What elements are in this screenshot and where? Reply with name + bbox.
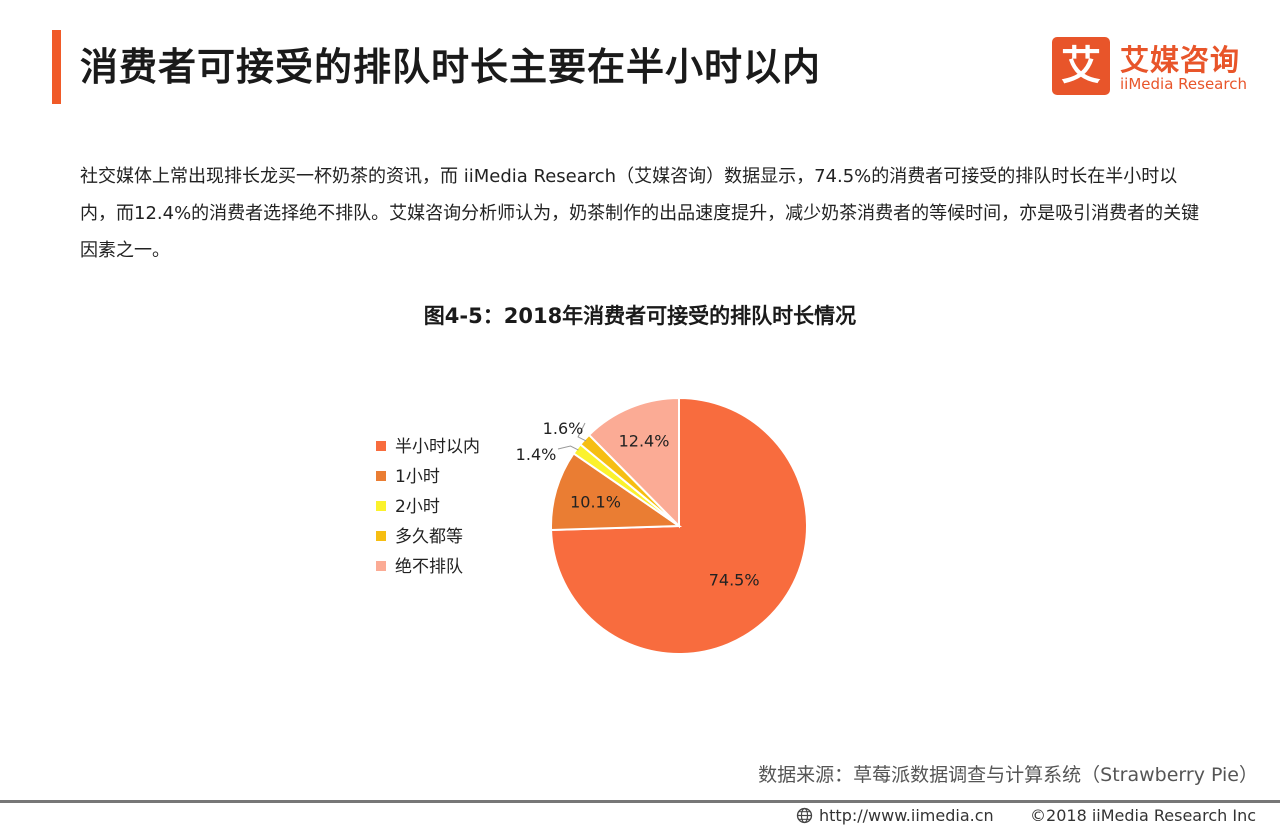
globe-icon [796,807,813,824]
footer-copyright: ©2018 iiMedia Research Inc [1030,806,1256,825]
footer-url[interactable]: http://www.iimedia.cn [796,806,994,825]
legend-swatch [376,501,386,511]
logo-en-text: iiMedia Research [1120,75,1247,93]
slice-label-5: 12.4% [619,432,670,451]
footer-divider [0,800,1280,803]
legend-item-4: 多久都等 [376,522,480,552]
legend-item-2: 1小时 [376,462,480,492]
pie-slice-5 [587,396,680,529]
legend-swatch [376,471,386,481]
legend-label: 半小时以内 [395,437,480,457]
legend-label: 2小时 [395,497,440,517]
logo-cn-text: 艾媒咨询 [1120,43,1241,77]
legend-swatch [376,561,386,571]
slice-label-3: 1.4% [516,445,557,464]
legend-swatch [376,441,386,451]
legend-label: 1小时 [395,467,440,487]
legend-label: 绝不排队 [395,557,463,577]
footer-url-text: http://www.iimedia.cn [819,806,994,825]
slice-label-2: 10.1% [570,492,621,511]
title-accent-bar [52,30,61,104]
summary-paragraph: 社交媒体上常出现排长龙买一杯奶茶的资讯，而 iiMedia Research（艾… [80,166,1200,261]
page-title: 消费者可接受的排队时长主要在半小时以内 [80,45,822,89]
legend-item-5: 绝不排队 [376,552,480,582]
slice-label-4: 1.6% [543,419,584,438]
brand-logo: 艾 艾媒咨询 iiMedia Research [1052,37,1257,97]
legend-item-1: 半小时以内 [376,432,480,462]
leader-line-4 [577,422,587,442]
data-source: 数据来源：草莓派数据调查与计算系统（Strawberry Pie） [758,764,1258,786]
legend-swatch [376,531,386,541]
pie-slice-2 [550,451,683,532]
legend-label: 多久都等 [395,527,463,547]
chart-title: 图4-5：2018年消费者可接受的排队时长情况 [423,304,857,328]
slice-label-1: 74.5% [709,570,760,589]
legend-item-3: 2小时 [376,492,480,522]
leader-line-3 [557,445,579,451]
chart-legend: 半小时以内 1小时 2小时多久都等绝不排队 [376,432,480,582]
logo-mark: 艾 [1052,37,1110,95]
pie-slice-1 [550,396,808,655]
